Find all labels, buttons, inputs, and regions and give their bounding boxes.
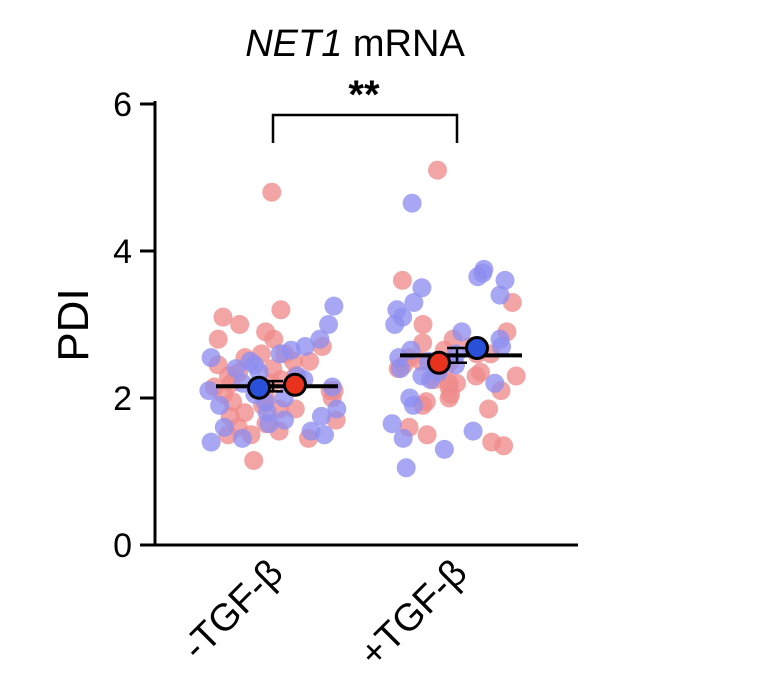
y-ticks: 0 2 4 6 — [113, 86, 155, 565]
blue-point-36 — [490, 285, 510, 305]
blue-point-37 — [404, 293, 424, 312]
significance-stars: ** — [348, 73, 380, 117]
blue-replicate-mean-0 — [247, 375, 271, 400]
red-point-6 — [208, 329, 228, 349]
y-tick-label-0: 0 — [113, 527, 132, 565]
blue-point-19 — [210, 395, 230, 415]
y-tick-label-6: 6 — [113, 86, 132, 124]
red-point-11 — [300, 351, 320, 371]
blue-point-25 — [214, 417, 234, 437]
blue-point-30 — [402, 193, 422, 213]
blue-point-57 — [463, 421, 483, 441]
blue-point-43 — [492, 337, 512, 356]
red-point-2 — [213, 307, 233, 327]
blue-point-35 — [412, 278, 432, 298]
blue-point-53 — [485, 373, 505, 393]
blue-point-0 — [324, 296, 344, 316]
red-point-1 — [271, 300, 291, 320]
blue-point-59 — [434, 439, 454, 459]
blue-point-49 — [390, 359, 410, 379]
red-replicate-mean-0 — [283, 372, 307, 397]
blue-point-23 — [274, 410, 294, 430]
red-point-42 — [392, 270, 412, 290]
blue-point-41 — [452, 322, 472, 342]
blue-point-52 — [421, 370, 440, 390]
blue-point-55 — [403, 395, 423, 415]
red-point-59 — [466, 366, 486, 386]
blue-point-27 — [315, 425, 334, 445]
blue-point-9 — [226, 359, 246, 379]
blue-point-28 — [232, 428, 252, 448]
blue-point-56 — [382, 414, 402, 434]
blue-point-33 — [468, 267, 488, 287]
red-point-41 — [428, 160, 447, 180]
blue-point-22 — [311, 406, 331, 426]
y-axis-label: PDI — [49, 288, 98, 361]
blue-point-40 — [385, 315, 405, 334]
blue-point-29 — [201, 432, 221, 452]
red-point-31 — [235, 403, 254, 423]
blue-point-34 — [495, 270, 515, 290]
red-point-74 — [494, 436, 514, 456]
summary-stats — [216, 336, 522, 400]
red-point-3 — [230, 315, 250, 334]
red-point-0 — [262, 182, 282, 202]
significance-bracket — [271, 113, 459, 143]
category-label-1: +TGF-β — [352, 552, 476, 676]
red-point-60 — [506, 366, 526, 386]
blue-point-1 — [319, 315, 338, 334]
y-tick-label-2: 2 — [113, 380, 132, 418]
category-label-0: -TGF-β — [175, 552, 292, 669]
red-point-5 — [264, 329, 284, 349]
blue-point-60 — [396, 458, 416, 478]
red-point-70 — [479, 399, 499, 419]
blue-point-5 — [270, 344, 290, 364]
y-tick-label-4: 4 — [113, 233, 132, 271]
red-point-72 — [417, 425, 437, 445]
data-points — [199, 160, 526, 478]
chart-title-suffix: mRNA — [342, 23, 465, 65]
blue-point-20 — [327, 399, 347, 419]
blue-replicate-mean-1 — [465, 336, 489, 361]
chart-title-gene: NET1 — [245, 23, 342, 65]
red-point-67 — [439, 388, 459, 408]
chart-title: NET1 mRNA — [245, 23, 465, 65]
blue-point-48 — [446, 355, 465, 375]
blue-point-15 — [199, 381, 219, 401]
red-replicate-mean-1 — [427, 350, 451, 375]
blue-point-2 — [310, 329, 330, 349]
blue-point-58 — [393, 428, 413, 448]
blue-point-6 — [201, 348, 221, 368]
category-labels: -TGF-β +TGF-β — [175, 552, 476, 676]
blue-point-24 — [259, 414, 279, 434]
red-point-40 — [244, 451, 264, 470]
red-point-44 — [413, 315, 433, 334]
